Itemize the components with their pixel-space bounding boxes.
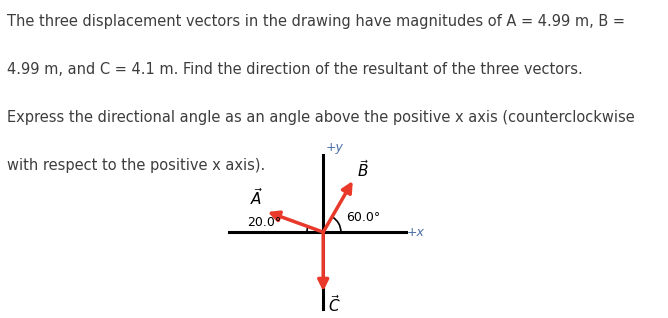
Text: with respect to the positive x axis).: with respect to the positive x axis).: [7, 158, 265, 173]
Text: 60.0°: 60.0°: [345, 211, 380, 224]
Text: 4.99 m, and C = 4.1 m. Find the direction of the resultant of the three vectors.: 4.99 m, and C = 4.1 m. Find the directio…: [7, 62, 582, 77]
Text: Express the directional angle as an angle above the positive x axis (countercloc: Express the directional angle as an angl…: [7, 110, 635, 125]
Text: $\vec{C}$: $\vec{C}$: [328, 294, 341, 315]
Text: $\vec{A}$: $\vec{A}$: [250, 187, 263, 208]
Text: +y: +y: [325, 141, 343, 154]
Text: +x: +x: [407, 226, 425, 238]
Text: 20.0°: 20.0°: [248, 216, 282, 229]
Text: The three displacement vectors in the drawing have magnitudes of A = 4.99 m, B =: The three displacement vectors in the dr…: [7, 14, 625, 29]
Text: $\vec{B}$: $\vec{B}$: [357, 159, 369, 180]
